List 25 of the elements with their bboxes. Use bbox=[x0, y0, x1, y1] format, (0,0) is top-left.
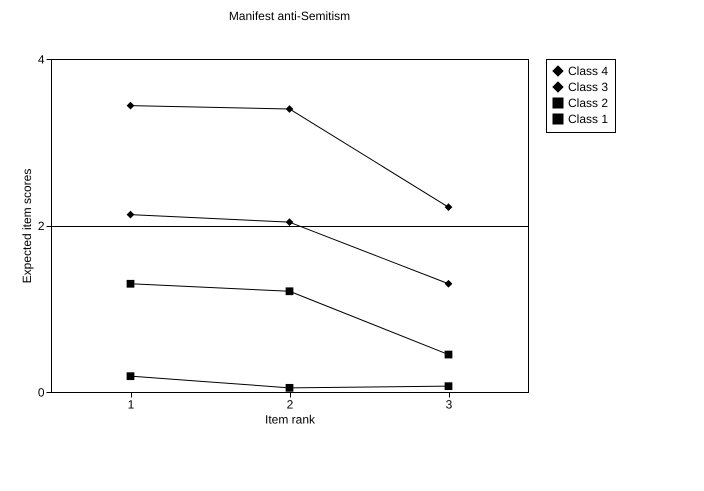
point bbox=[286, 105, 294, 113]
point bbox=[286, 384, 294, 392]
point bbox=[126, 372, 134, 380]
point bbox=[444, 280, 452, 288]
point bbox=[126, 210, 134, 219]
point bbox=[286, 287, 294, 296]
legend-label: Class 3 bbox=[568, 80, 608, 94]
x-tick-label: 1 bbox=[128, 398, 135, 412]
y-tick-label: 4 bbox=[38, 52, 45, 66]
point bbox=[444, 203, 452, 212]
point bbox=[444, 350, 452, 358]
y-tick-label: 2 bbox=[38, 219, 45, 233]
legend-label: Class 1 bbox=[568, 112, 608, 126]
legend-label: Class 2 bbox=[568, 96, 608, 110]
y-axis-title: Expected item scores bbox=[20, 168, 34, 284]
point bbox=[126, 102, 134, 110]
point bbox=[444, 382, 452, 390]
point bbox=[286, 218, 294, 226]
y-tick-label: 0 bbox=[38, 386, 45, 400]
x-tick-label: 3 bbox=[446, 398, 453, 412]
point bbox=[126, 280, 134, 288]
x-tick-label: 2 bbox=[286, 398, 294, 412]
x-axis-title: Item rank bbox=[264, 412, 316, 426]
chart-title: Manifest anti-Semitism bbox=[228, 9, 350, 23]
legend-label: Class 4 bbox=[568, 64, 608, 78]
